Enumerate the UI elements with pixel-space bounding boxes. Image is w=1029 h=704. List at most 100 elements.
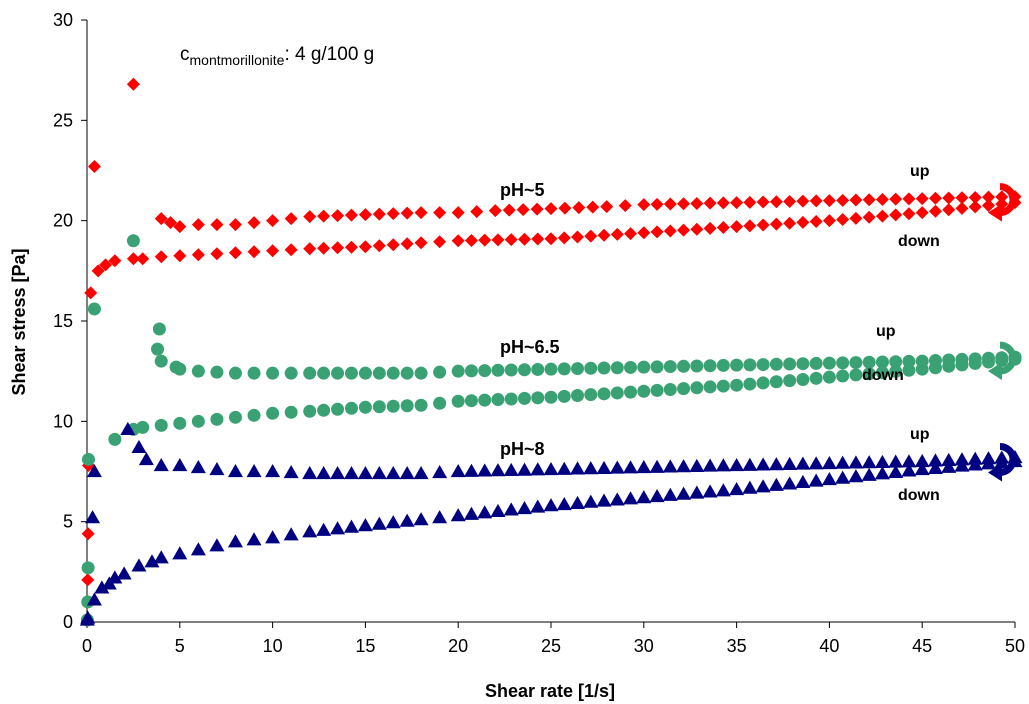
circle-point	[491, 393, 505, 407]
circle-point	[344, 366, 358, 380]
diamond-point	[451, 234, 465, 248]
diamond-point	[756, 218, 770, 232]
triangle-point	[413, 466, 429, 480]
triangle-point	[556, 496, 572, 511]
diamond-point	[386, 207, 400, 221]
triangle-point	[835, 470, 851, 484]
diamond-point	[862, 210, 876, 224]
diamond-point	[266, 244, 280, 258]
diamond-point	[414, 236, 428, 250]
diamond-point	[942, 203, 956, 217]
circle-point	[981, 355, 995, 369]
diamond-point	[703, 196, 717, 210]
circle-point	[783, 357, 797, 371]
x-tick-label: 20	[448, 636, 468, 656]
circle-point	[637, 384, 651, 398]
diamond-point	[544, 232, 558, 246]
triangle-point	[662, 459, 678, 473]
circle-point	[769, 375, 783, 389]
diamond-point	[703, 221, 717, 235]
diamond-point	[317, 209, 331, 223]
diamond-point	[284, 212, 298, 226]
up-label-ph6-5: up	[876, 323, 896, 340]
circle-point	[610, 386, 624, 400]
circle-point	[344, 401, 358, 415]
circle-point	[331, 402, 345, 416]
circle-point	[478, 364, 492, 378]
diamond-point	[716, 221, 730, 235]
circle-point	[849, 368, 863, 382]
diamond-point	[743, 219, 757, 233]
diamond-point	[317, 241, 331, 255]
circle-point	[433, 396, 447, 410]
diamond-point	[915, 206, 929, 220]
triangle-point	[283, 465, 299, 479]
diamond-point	[796, 215, 810, 229]
circle-point	[531, 391, 545, 405]
triangle-point	[609, 492, 625, 506]
triangle-point	[80, 610, 96, 624]
circle-point	[743, 377, 757, 391]
circle-point	[769, 357, 783, 371]
diamond-point	[433, 235, 447, 249]
diamond-point	[228, 218, 242, 232]
diamond-point	[344, 208, 358, 222]
triangle-point	[848, 455, 864, 469]
triangle-point	[516, 462, 532, 476]
triangle-point	[131, 558, 147, 572]
triangle-point	[503, 502, 519, 516]
circle-point	[173, 416, 187, 430]
triangle-point	[385, 515, 401, 529]
triangle-point	[330, 521, 346, 535]
triangle-point	[609, 460, 625, 474]
diamond-point	[491, 233, 505, 247]
circle-point	[690, 359, 704, 373]
diamond-point	[400, 237, 414, 251]
triangle-point	[190, 459, 206, 474]
down-label-ph6-5: down	[862, 367, 904, 384]
x-tick-label: 25	[541, 636, 561, 656]
circle-point	[968, 356, 982, 370]
triangle-point	[371, 516, 387, 530]
circle-point	[690, 381, 704, 395]
diamond-point	[600, 200, 614, 214]
triangle-point	[357, 518, 373, 532]
triangle-point	[623, 491, 639, 505]
circle-point	[284, 366, 298, 380]
x-tick-label: 30	[634, 636, 654, 656]
diamond-point	[126, 252, 140, 266]
triangle-point	[901, 454, 917, 468]
circle-point	[822, 356, 836, 370]
triangle-point	[209, 461, 225, 476]
triangle-point	[874, 454, 890, 468]
diamond-point	[414, 206, 428, 220]
triangle-point	[530, 462, 546, 476]
triangle-point	[755, 457, 771, 471]
circle-point	[451, 364, 465, 378]
triangle-point	[120, 421, 136, 435]
y-axis-title: Shear stress [Pa]	[9, 248, 29, 395]
triangle-point	[662, 487, 678, 501]
diamond-point	[99, 258, 113, 272]
x-axis-title: Shear rate [1/s]	[485, 681, 615, 701]
triangle-point	[808, 473, 824, 487]
circle-point	[451, 394, 465, 408]
diamond-point	[108, 254, 122, 268]
triangle-point	[463, 506, 479, 520]
circle-point	[716, 379, 730, 393]
diamond-point	[822, 194, 836, 208]
circle-point	[597, 387, 611, 401]
diamond-point	[597, 228, 611, 242]
diamond-point	[557, 231, 571, 245]
triangle-point	[636, 490, 652, 504]
circle-point	[650, 360, 664, 374]
triangle-point	[623, 460, 639, 474]
diamond-point	[809, 215, 823, 229]
circle-point	[703, 359, 717, 373]
diamond-point	[372, 207, 386, 221]
triangle-point	[874, 466, 890, 480]
circle-point	[1008, 352, 1022, 366]
labels: Shear rate [1/s] Shear stress [Pa] cmont…	[9, 44, 940, 701]
diamond-point	[210, 247, 224, 261]
circle-point	[889, 355, 903, 369]
